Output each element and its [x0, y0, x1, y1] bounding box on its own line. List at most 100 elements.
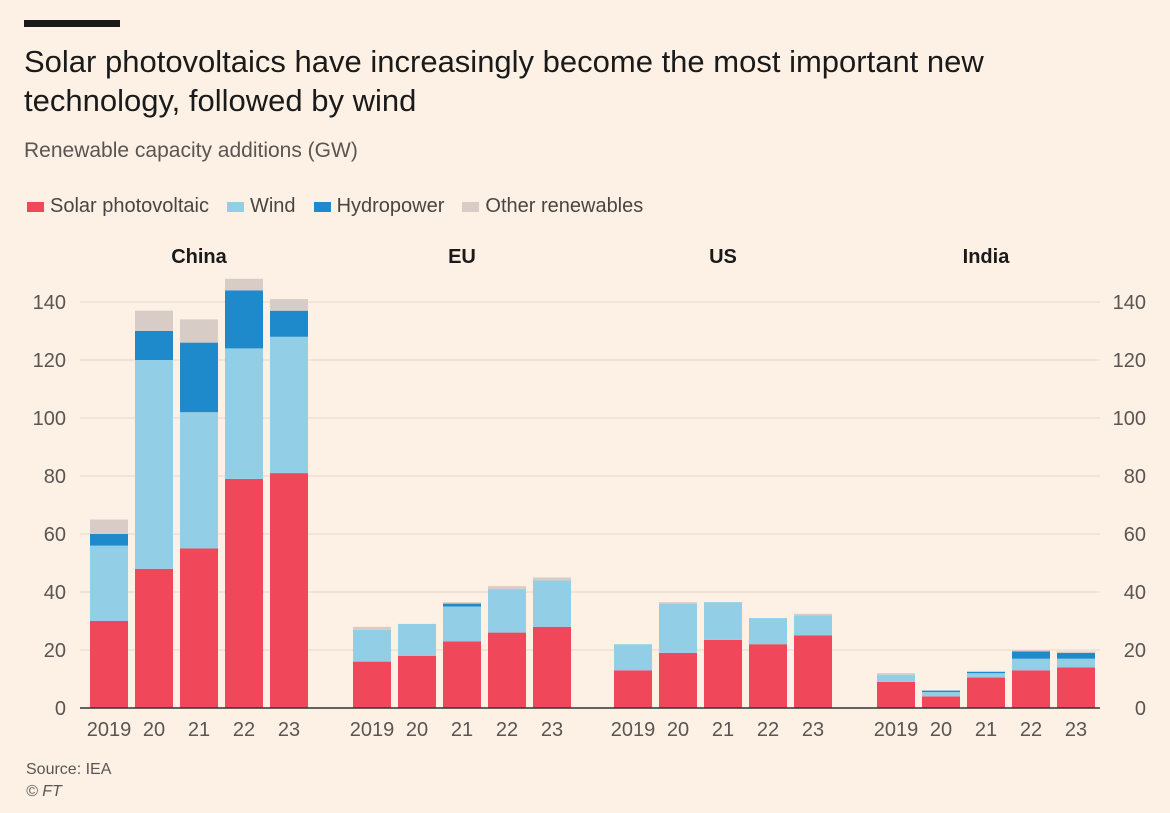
stacked-bar-chart: 0 0 20 20 40 40 60 60 80 80 100 100 120 120 140 140 Chin… [33, 246, 1146, 741]
bar-segment-hydro [180, 342, 218, 413]
y-tick-label-left: 40 [44, 582, 66, 604]
x-tick-label: 20 [406, 719, 428, 741]
x-tick-label: 23 [802, 719, 824, 741]
x-tick-label: 21 [975, 719, 997, 741]
x-tick-label: 23 [541, 719, 563, 741]
bar-segment-solar [749, 644, 787, 708]
bar-segment-other [659, 602, 697, 604]
bar-segment-hydro [922, 690, 960, 693]
bar-segment-other [877, 673, 915, 675]
bar-segment-other [1057, 651, 1095, 653]
legend: Solar photovoltaic Wind Hydropower Other… [27, 195, 661, 218]
legend-label-hydro: Hydropower [336, 195, 445, 217]
legend-label-other: Other renewables [485, 195, 644, 217]
legend-item-hydro: Hydropower [313, 195, 445, 218]
x-tick-label: 20 [930, 719, 952, 741]
y-tick-label-left: 120 [33, 350, 66, 372]
bar-segment-solar [877, 681, 915, 708]
y-tick-label-left: 60 [44, 524, 66, 546]
x-tick-label: 2019 [350, 719, 395, 741]
y-tick-label-left: 0 [55, 698, 66, 720]
legend-swatch-solar [27, 201, 44, 212]
panel-title: EU [448, 246, 476, 268]
bar-segment-wind [488, 589, 526, 633]
bar-segment-other [1012, 650, 1050, 652]
y-tick-label-right: 60 [1124, 524, 1146, 546]
bar-segment-wind [398, 623, 436, 656]
bar-segment-hydro [270, 310, 308, 337]
bar-segment-other [533, 577, 571, 581]
legend-swatch-other [462, 201, 480, 212]
bar-segment-wind [967, 673, 1005, 678]
legend-item-other: Other renewables [462, 195, 643, 218]
bar-segment-solar [90, 621, 128, 708]
y-tick-label-right: 120 [1113, 350, 1146, 372]
x-tick-label: 20 [143, 719, 165, 741]
bar-segment-other [443, 602, 481, 604]
bar-segment-hydro [225, 290, 263, 349]
bar-segment-other [270, 299, 308, 311]
bar-segment-wind [353, 629, 391, 662]
bar-segment-other [488, 586, 526, 590]
bar-segment-solar [353, 661, 391, 708]
bar-segment-wind [533, 580, 571, 627]
panel-title: India [963, 246, 1011, 268]
bar-segment-wind [1012, 658, 1050, 671]
bar-segment-solar [967, 677, 1005, 708]
x-tick-label: 21 [188, 719, 210, 741]
legend-label-solar: Solar photovoltaic [50, 195, 209, 217]
x-tick-label: 20 [667, 719, 689, 741]
bar-segment-wind [922, 692, 960, 697]
legend-swatch-wind [226, 201, 244, 212]
bar-segment-solar [398, 655, 436, 708]
x-tick-label: 23 [1065, 719, 1087, 741]
x-tick-label: 21 [712, 719, 734, 741]
chart-title: Solar photovoltaics have increasingly be… [24, 44, 984, 118]
bar-segment-other [353, 626, 391, 630]
x-tick-label: 21 [451, 719, 473, 741]
bar-segment-wind [749, 618, 787, 645]
bar-segment-other [180, 319, 218, 343]
bar-segment-wind [90, 545, 128, 621]
bar-segment-wind [270, 336, 308, 474]
bar-segment-hydro [1057, 652, 1095, 659]
x-tick-label: 23 [278, 719, 300, 741]
legend-label-wind: Wind [249, 195, 296, 217]
bar-segment-wind [180, 412, 218, 549]
bar-segment-solar [922, 696, 960, 708]
bar-segment-other [794, 613, 832, 616]
legend-item-wind: Wind [226, 195, 296, 218]
bar-segment-solar [1012, 670, 1050, 708]
x-tick-label: 22 [757, 719, 779, 741]
x-tick-label: 22 [496, 719, 518, 741]
title-accent-bar [24, 20, 120, 27]
bar-segment-solar [270, 473, 308, 708]
y-tick-label-right: 20 [1124, 640, 1146, 662]
bar-segment-hydro [443, 603, 481, 607]
bar-segment-solar [533, 626, 571, 708]
y-tick-label-left: 20 [44, 640, 66, 662]
bar-segment-solar [443, 641, 481, 708]
bar-segment-solar [135, 568, 173, 708]
bar-segment-wind [614, 644, 652, 671]
bar-segment-solar [614, 670, 652, 708]
y-tick-label-right: 0 [1135, 698, 1146, 720]
bar-segment-solar [794, 635, 832, 708]
x-tick-label: 22 [233, 719, 255, 741]
legend-swatch-hydro [313, 201, 331, 212]
bar-segment-wind [704, 602, 742, 640]
bar-segment-solar [180, 548, 218, 708]
bar-segment-solar [1057, 667, 1095, 708]
legend-item-solar: Solar photovoltaic [27, 195, 209, 218]
bar-segment-hydro [135, 331, 173, 360]
y-tick-label-left: 140 [33, 292, 66, 314]
x-tick-label: 22 [1020, 719, 1042, 741]
bar-segment-other [90, 519, 128, 534]
bar-segment-other [135, 310, 173, 331]
y-tick-label-right: 100 [1113, 408, 1146, 430]
panel-title: US [709, 246, 737, 268]
bar-segment-other [225, 278, 263, 291]
bar-segment-hydro [967, 671, 1005, 674]
bar-segment-wind [1057, 658, 1095, 668]
y-tick-label-left: 80 [44, 466, 66, 488]
